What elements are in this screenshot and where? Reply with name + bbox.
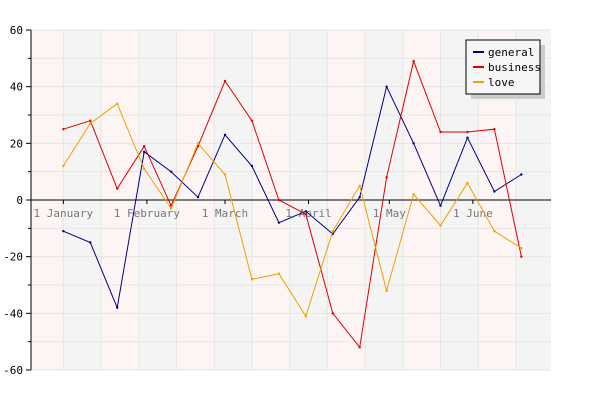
data-point-love [142,167,146,171]
data-point-business [304,212,308,216]
series-line-business [63,59,522,349]
grid-lines [31,29,551,371]
y-tick-label: 40 [10,81,23,94]
data-point-general [466,136,469,139]
x-tick-label: 1 January [34,207,94,220]
data-point-general [223,133,227,137]
data-point-general [385,85,388,88]
y-tick-label: -40 [3,307,23,320]
data-point-love [277,272,281,275]
data-point-business [116,187,119,190]
axes: -60 -40 -20 0 20 40 60 1 January 1 February 1 Mar… [3,24,551,377]
data-point-business [520,255,523,258]
data-point-business [412,59,415,63]
data-point-general [142,150,146,154]
data-point-general [116,306,119,309]
x-tick-label: 1 February [114,207,181,220]
data-point-general [277,221,281,224]
x-tick-label: 1 March [202,207,248,220]
data-point-business [142,144,146,148]
data-point-business [358,346,361,349]
legend: general business love [465,39,545,99]
data-point-general [250,164,254,168]
data-point-love [196,142,200,145]
data-point-love [412,193,415,196]
data-point-love [385,289,388,292]
data-point-love [358,184,361,188]
data-point-business [466,130,469,134]
data-point-love [304,314,308,318]
data-point-business [277,198,281,202]
data-point-love [62,164,65,168]
data-point-business [250,119,254,122]
data-point-general [439,204,442,207]
data-point-love [223,173,227,176]
data-point-love [493,229,496,233]
data-point-love [331,229,334,233]
data-point-business [62,127,65,131]
series-line-general [63,85,522,310]
data-point-love [439,224,442,227]
data-point-business [223,79,227,83]
data-point-general [62,229,65,233]
y-tick-label: 60 [10,24,23,37]
data-point-business [493,127,496,131]
data-point-general [493,190,496,193]
legend-label-love: love [488,76,515,89]
y-tick-label: -60 [3,364,23,377]
data-point-general [520,173,523,176]
y-tick-label: 20 [10,137,23,150]
data-point-love [89,122,92,125]
data-point-love [250,278,254,281]
data-point-general [89,241,92,244]
y-tick-label: -20 [3,251,23,264]
data-point-general [169,170,173,173]
data-point-love [169,207,173,210]
legend-label-business: business [488,61,541,74]
y-tick-label: 0 [16,194,23,207]
data-point-love [466,181,469,185]
series-line-love [62,102,522,318]
legend-label-general: general [488,46,534,59]
data-point-love [520,246,523,250]
data-point-business [385,176,388,179]
data-point-love [116,102,119,105]
data-point-business [439,130,442,134]
series-lines [62,59,523,349]
data-point-general [412,142,415,145]
x-tick-label: 1 May [373,207,406,220]
data-point-general [196,195,200,199]
data-point-business [331,312,334,315]
data-point-general [358,195,361,199]
data-point-business [89,119,92,122]
data-point-general [304,210,308,213]
